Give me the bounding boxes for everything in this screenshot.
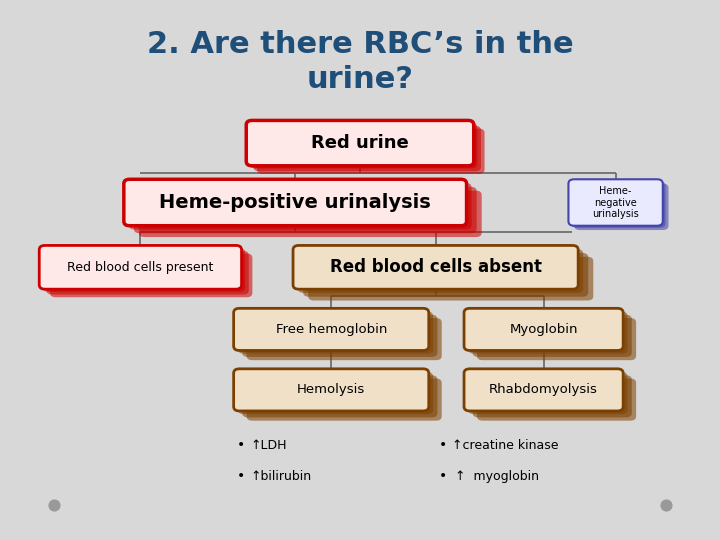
FancyBboxPatch shape	[572, 181, 665, 228]
FancyBboxPatch shape	[303, 253, 588, 297]
Text: Rhabdomyolysis: Rhabdomyolysis	[489, 383, 598, 396]
FancyBboxPatch shape	[246, 379, 442, 421]
Point	[48, 501, 60, 509]
FancyBboxPatch shape	[246, 318, 442, 360]
FancyBboxPatch shape	[468, 312, 627, 354]
FancyBboxPatch shape	[124, 179, 467, 226]
FancyBboxPatch shape	[477, 379, 636, 421]
FancyBboxPatch shape	[139, 191, 482, 237]
FancyBboxPatch shape	[473, 375, 632, 417]
FancyBboxPatch shape	[40, 245, 242, 289]
FancyBboxPatch shape	[43, 248, 245, 292]
FancyBboxPatch shape	[50, 254, 253, 297]
Point	[660, 501, 672, 509]
Text: •: •	[438, 438, 447, 453]
Text: ↑LDH: ↑LDH	[251, 439, 287, 452]
FancyBboxPatch shape	[46, 251, 249, 295]
Text: Myoglobin: Myoglobin	[509, 323, 578, 336]
FancyBboxPatch shape	[298, 249, 583, 293]
FancyBboxPatch shape	[293, 245, 578, 289]
FancyBboxPatch shape	[308, 257, 593, 300]
FancyBboxPatch shape	[253, 126, 481, 171]
FancyBboxPatch shape	[246, 120, 474, 166]
FancyBboxPatch shape	[238, 312, 433, 354]
FancyBboxPatch shape	[233, 369, 429, 411]
FancyBboxPatch shape	[464, 369, 623, 411]
Text: •: •	[237, 438, 246, 453]
FancyBboxPatch shape	[243, 375, 438, 417]
Text: ↑  myoglobin: ↑ myoglobin	[455, 470, 539, 483]
FancyBboxPatch shape	[468, 372, 627, 414]
FancyBboxPatch shape	[257, 129, 485, 174]
FancyBboxPatch shape	[134, 187, 477, 233]
FancyBboxPatch shape	[575, 184, 668, 230]
Text: Heme-positive urinalysis: Heme-positive urinalysis	[159, 193, 431, 212]
Text: •: •	[237, 469, 246, 483]
FancyBboxPatch shape	[477, 318, 636, 360]
FancyBboxPatch shape	[569, 179, 662, 226]
Text: Heme-
negative
urinalysis: Heme- negative urinalysis	[593, 186, 639, 219]
Text: 2. Are there RBC’s in the
urine?: 2. Are there RBC’s in the urine?	[147, 30, 573, 94]
FancyBboxPatch shape	[129, 183, 472, 230]
Text: Red blood cells present: Red blood cells present	[67, 261, 214, 274]
FancyBboxPatch shape	[250, 123, 477, 168]
FancyBboxPatch shape	[233, 308, 429, 350]
Text: •: •	[438, 469, 447, 483]
FancyBboxPatch shape	[243, 315, 438, 357]
FancyBboxPatch shape	[473, 315, 632, 357]
FancyBboxPatch shape	[464, 308, 623, 350]
Text: ↑bilirubin: ↑bilirubin	[251, 470, 312, 483]
Text: ↑creatine kinase: ↑creatine kinase	[452, 439, 559, 452]
Text: Red urine: Red urine	[311, 134, 409, 152]
FancyBboxPatch shape	[238, 372, 433, 414]
Text: Hemolysis: Hemolysis	[297, 383, 365, 396]
Text: Red blood cells absent: Red blood cells absent	[330, 258, 541, 276]
Text: Free hemoglobin: Free hemoglobin	[276, 323, 387, 336]
